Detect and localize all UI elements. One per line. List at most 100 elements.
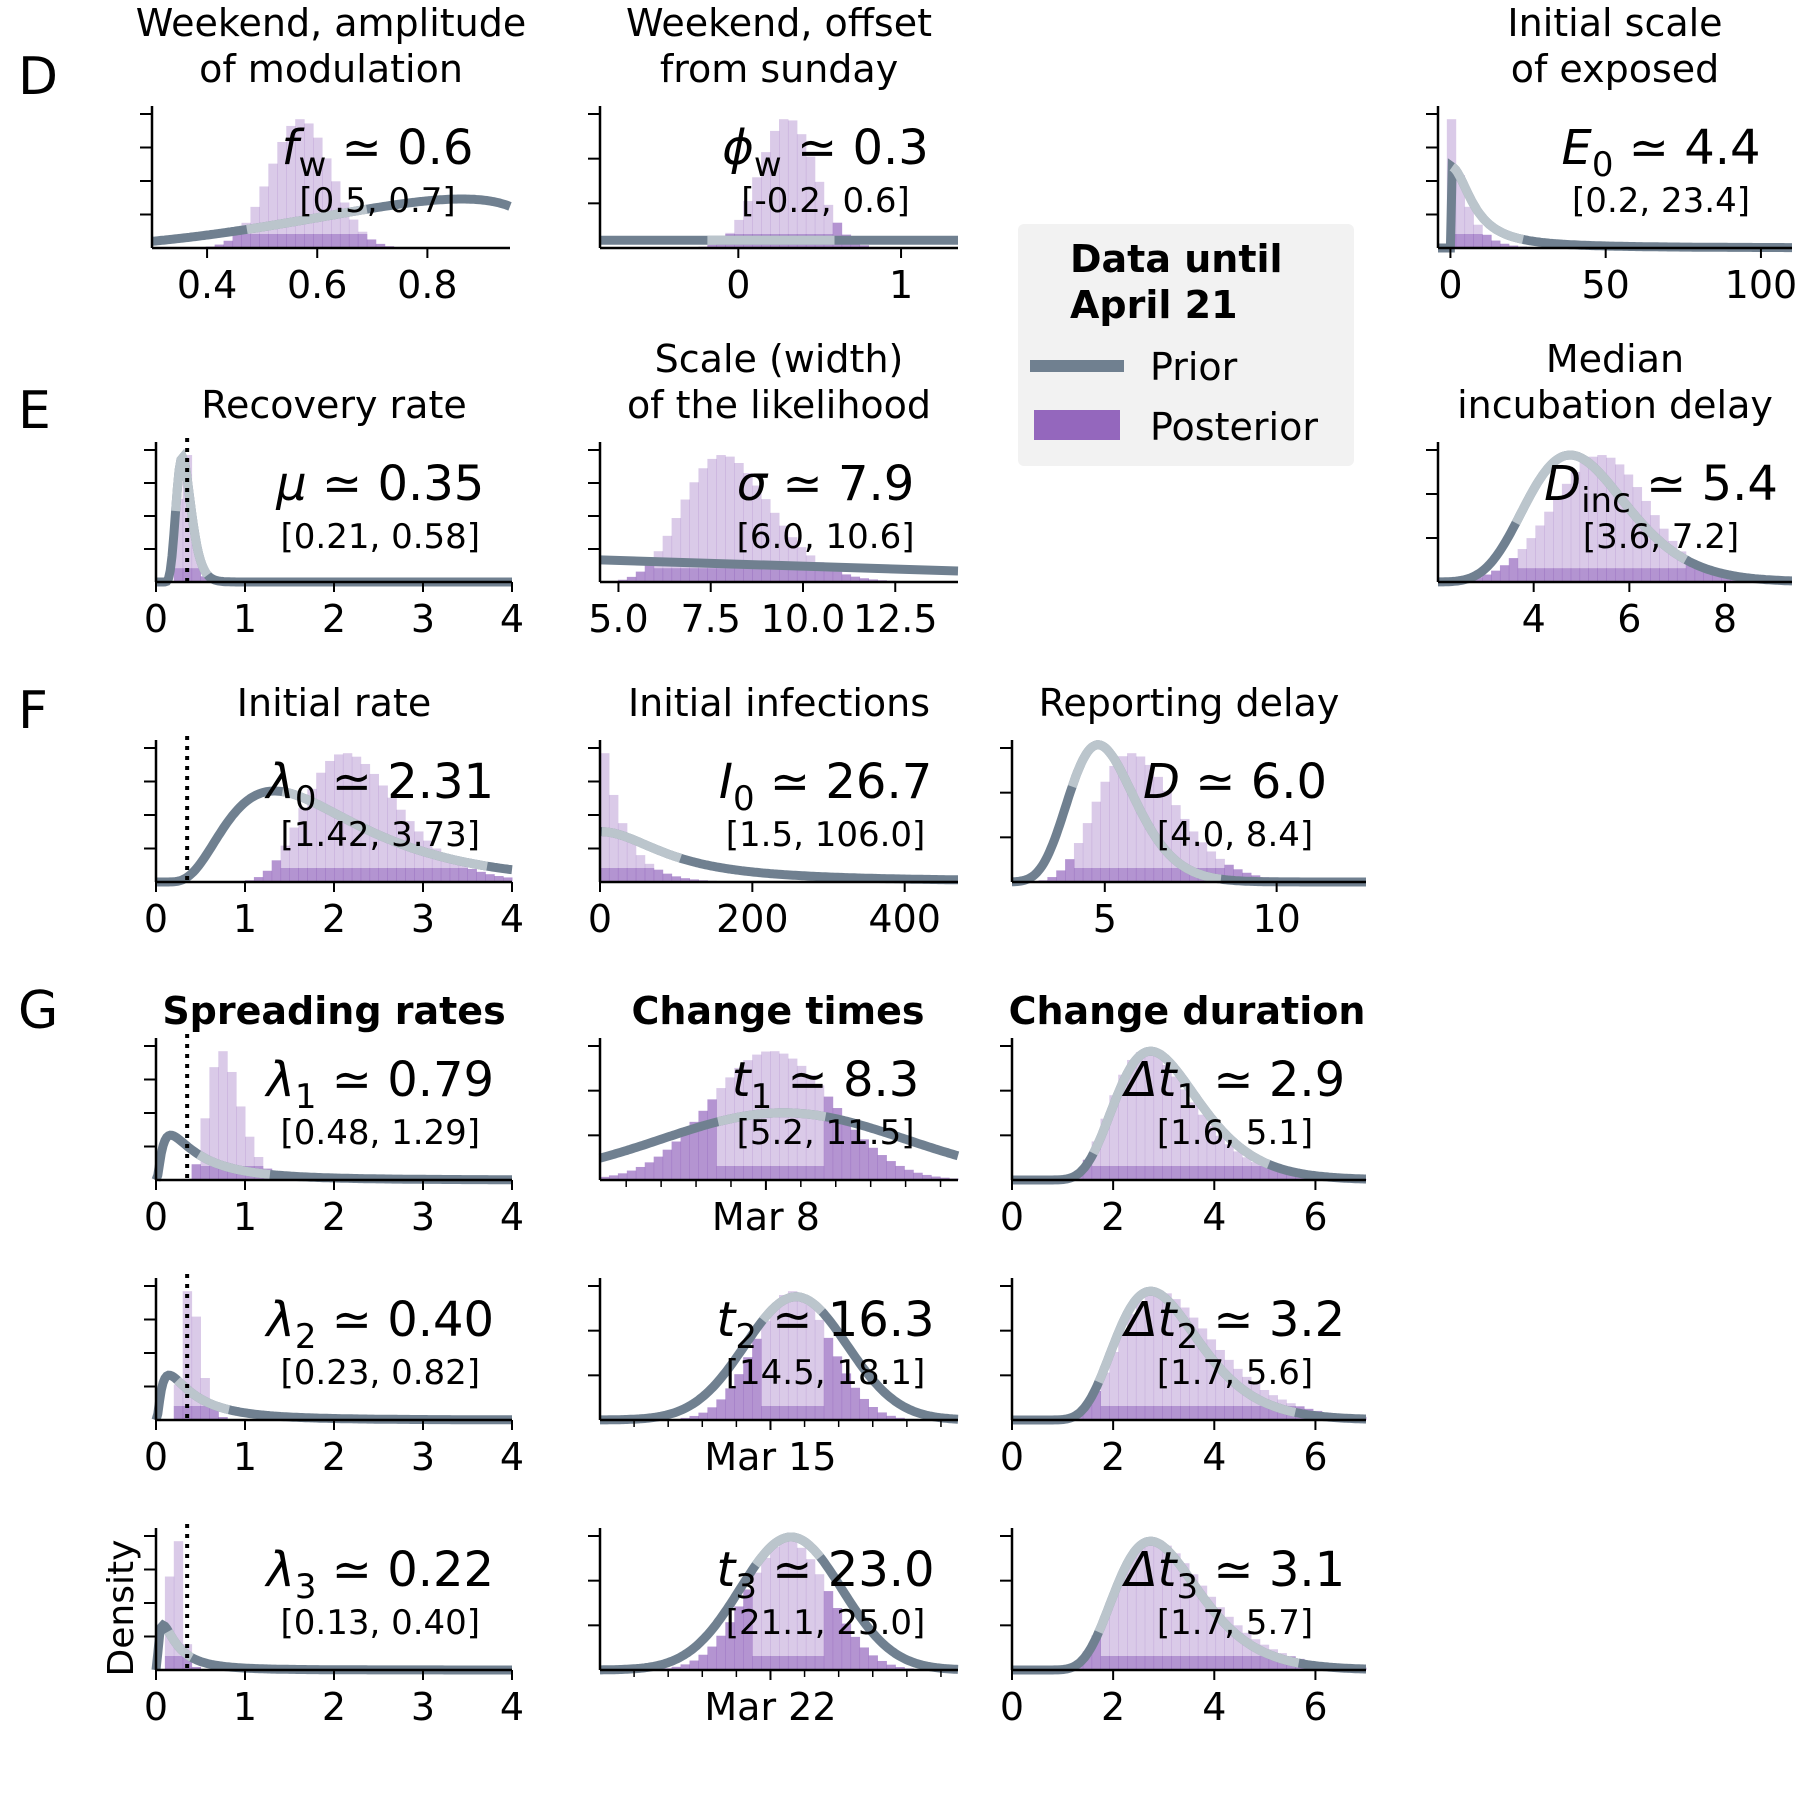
posterior-bar [779,525,789,582]
posterior-bar-base [761,1656,771,1670]
x-tick-label: 5 [1093,897,1117,941]
posterior-bar-base [334,868,344,882]
posterior-bar [814,1574,825,1670]
posterior-bar [779,119,789,248]
posterior-bar [503,877,513,882]
posterior-bar [680,1664,690,1670]
posterior-bar [209,1067,219,1180]
posterior-bar [1162,790,1172,882]
x-tick-label: 8 [1713,597,1737,641]
posterior-bar [796,134,807,248]
posterior-bar-base [241,234,251,248]
posterior-bar-base [1250,1406,1261,1420]
posterior-bar-base [307,868,317,882]
posterior-bar-base [1473,234,1483,248]
x-tick-label: 3 [411,1195,435,1239]
posterior-bar [1135,1546,1146,1670]
annotation-interval: [21.1, 25.0] [726,1603,926,1643]
posterior-bar [689,482,699,582]
annotation-estimate: σ ≃ 7.9 [737,456,915,512]
x-tick-label: 2 [1101,1195,1125,1239]
x-tick-label: 2 [1101,1685,1125,1729]
posterior-bar-base [218,1417,228,1420]
posterior-bar-base [1144,1406,1155,1420]
posterior-bar [286,125,296,248]
posterior-bar-base [716,568,726,582]
posterior-bar-base [360,868,371,882]
annotation-estimate: Dinc ≃ 5.4 [1544,456,1778,521]
posterior-bar [743,473,753,582]
posterior-bar [1127,1314,1137,1420]
posterior-bar [877,1660,887,1670]
posterior-bar [832,571,843,582]
posterior-bar-base [761,568,771,582]
subplot-repd: 5 10 Reporting delay D ≃ 6.0 [4.0, 8.4] [1000,681,1366,941]
posterior-bar-base [805,1656,816,1670]
x-tick-label: 100 [1725,263,1798,307]
x-tick-label: 0 [1000,1195,1024,1239]
posterior-bar [1455,175,1466,248]
x-tick-label: 0.8 [397,263,457,307]
posterior-bar-base [325,868,335,882]
prior-curve-highlight [1094,1536,1300,1668]
posterior-bar-base [1100,1656,1110,1670]
posterior-bar [689,1415,699,1420]
posterior-bar-base [304,234,314,248]
posterior-bar [218,1051,228,1180]
posterior-bar [743,1589,753,1670]
posterior-bar-base [387,868,397,882]
posterior-bar-base [617,868,628,882]
posterior-bar-base [209,1166,219,1180]
posterior-bar-base [1118,868,1128,882]
posterior-bar [369,773,379,882]
posterior-bar [1100,1615,1110,1670]
x-tick-label: 4 [1202,1195,1226,1239]
posterior-bar-base [1171,868,1181,882]
posterior-bar [734,462,744,582]
posterior-bar [617,1173,628,1180]
posterior-bar [1659,528,1669,582]
x-tick-label: 0 [1000,1435,1024,1479]
posterior-bar [716,1088,726,1180]
posterior-bar [859,1139,869,1180]
posterior-bar-base [440,868,451,882]
annotation-interval: [1.6, 5.1] [1157,1113,1313,1153]
posterior-bar [1464,206,1474,248]
posterior-bar [1091,1635,1101,1670]
posterior-bar [1553,497,1563,582]
posterior-bar [494,876,504,882]
posterior-bar [1206,1125,1217,1180]
posterior-bar-base [289,868,299,882]
posterior-bar [1047,877,1057,882]
posterior-bar [1056,870,1066,882]
x-tick-label: 1 [233,597,257,641]
posterior-bar-base [1259,1406,1270,1420]
posterior-bar-base [805,568,816,582]
posterior-bar-base [1623,568,1634,582]
x-tick-label: 4 [500,597,524,641]
annotation-estimate: ϕw ≃ 0.3 [722,120,929,185]
prior-curve [599,555,959,576]
posterior-bar-base [1091,868,1101,882]
posterior-bar [1180,1307,1190,1420]
posterior-bar-base [1091,1166,1101,1180]
subplot-t3: Mar 22 t3 ≃ 23.0[21.1, 25.0] [588,1528,959,1729]
posterior-bar [1127,1557,1137,1670]
posterior-bar-base [1082,868,1093,882]
x-tick-label: 10 [1252,897,1300,941]
x-tick-label: 0 [144,1435,168,1479]
x-tick-label: 4 [500,1685,524,1729]
posterior-bar-base [752,1166,762,1180]
posterior-bar-base [1127,1406,1137,1420]
annotation-estimate: Δt1 ≃ 2.9 [1121,1052,1345,1117]
posterior-bar [236,1106,246,1180]
posterior-bar [725,1077,735,1180]
annotation-interval: [1.42, 3.73] [280,815,480,855]
posterior-bar [1224,864,1234,882]
posterior-bar-base [1268,1656,1278,1670]
posterior-bar [1153,776,1163,882]
posterior-bar [277,141,287,248]
posterior-bar-base [1153,1406,1163,1420]
x-tick-label: 2 [322,1435,346,1479]
posterior-bar [877,1412,887,1420]
